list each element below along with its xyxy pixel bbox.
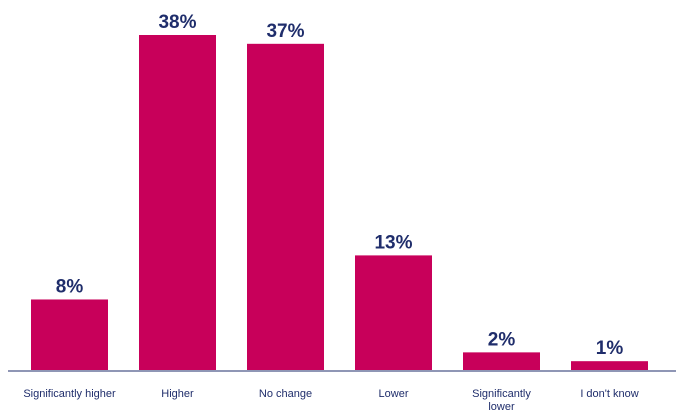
bar-2	[247, 43, 324, 370]
category-label-4-line-1: lower	[488, 401, 515, 413]
category-label-4: Significantly lower	[472, 388, 531, 413]
value-label-5: 1%	[596, 338, 624, 359]
value-label-4: 2%	[488, 329, 516, 350]
bar-0	[31, 299, 108, 370]
category-label-5: I don't know	[580, 388, 638, 400]
value-label-0: 8%	[56, 276, 84, 297]
category-labels-group: Significantly higher Higher No change Lower…	[23, 388, 638, 413]
value-label-1: 38%	[158, 12, 196, 33]
category-label-0: Significantly higher	[23, 388, 116, 400]
value-labels-group: 8% 38% 37% 13% 2% 1%	[56, 12, 624, 359]
category-label-0-line-0: Significantly higher	[23, 388, 116, 400]
bar-3	[355, 255, 432, 370]
value-label-3: 13%	[374, 232, 412, 253]
bars-group	[31, 35, 648, 370]
category-label-4-line-0: Significantly	[472, 388, 531, 400]
category-label-3-line-0: Lower	[379, 388, 409, 400]
bar-5	[571, 361, 648, 370]
value-label-2: 37%	[266, 21, 304, 42]
category-label-3: Lower	[379, 388, 409, 400]
category-label-2-line-0: No change	[259, 388, 312, 400]
category-label-1: Higher	[161, 388, 194, 400]
category-label-5-line-0: I don't know	[580, 388, 638, 400]
category-label-1-line-0: Higher	[161, 388, 194, 400]
bar-4	[463, 352, 540, 370]
bar-1	[139, 35, 216, 370]
category-label-2: No change	[259, 388, 312, 400]
